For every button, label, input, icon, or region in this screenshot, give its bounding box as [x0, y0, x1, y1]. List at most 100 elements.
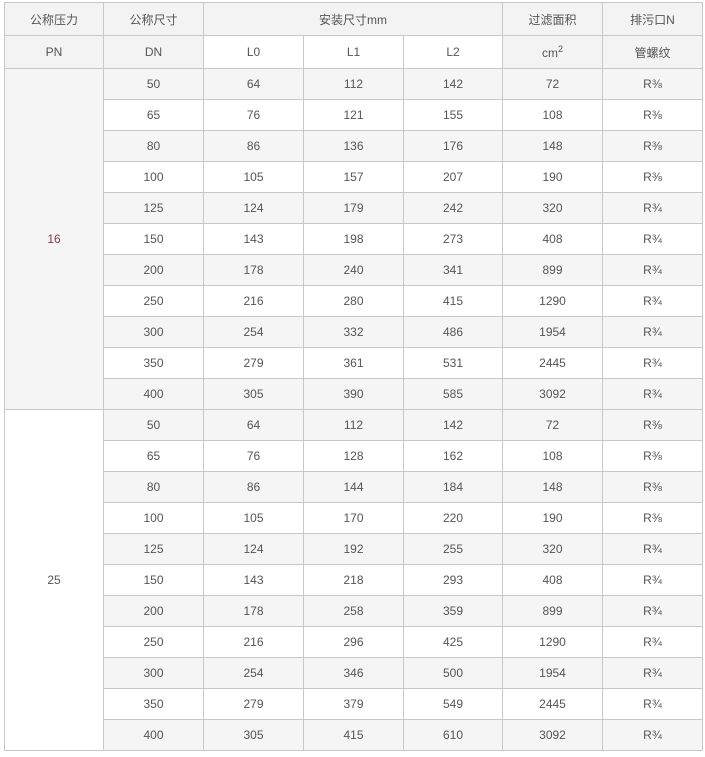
drain-cell: R¾: [602, 192, 703, 224]
l1-cell: 280: [303, 285, 404, 317]
area-cell: 1290: [502, 626, 603, 658]
l2-cell: 142: [403, 409, 503, 441]
l0-cell: 86: [203, 130, 304, 162]
l2-cell: 531: [403, 347, 503, 379]
table-row: 200 178 240 341 899 R¾: [5, 254, 703, 286]
area-cell: 408: [502, 223, 603, 255]
l1-cell: 379: [303, 688, 404, 720]
l1-cell: 240: [303, 254, 404, 286]
l2-cell: 142: [403, 68, 503, 100]
l2-cell: 242: [403, 192, 503, 224]
area-cell: 108: [502, 99, 603, 131]
table-row: 300 254 346 500 1954 R¾: [5, 657, 703, 689]
l0-cell: 254: [203, 316, 304, 348]
dn-cell: 50: [103, 68, 204, 100]
dn-cell: 350: [103, 347, 204, 379]
table-row: 16 50 64 112 142 72 R⅜: [4, 68, 703, 410]
l1-cell: 179: [303, 192, 404, 224]
l2-cell: 585: [403, 378, 503, 410]
header-l0: L0: [203, 35, 304, 69]
area-cell: 408: [502, 564, 603, 596]
l2-cell: 486: [403, 316, 503, 348]
header-area-unit: cm2: [502, 35, 603, 69]
area-cell: 3092: [502, 719, 603, 751]
header-dn-label: 公称尺寸: [103, 2, 204, 36]
l0-cell: 305: [203, 719, 304, 751]
l1-cell: 361: [303, 347, 404, 379]
drain-cell: R⅜: [602, 161, 703, 193]
header-row-2: PN DN L0 L1 L2 cm2 管螺纹: [4, 35, 703, 69]
l1-cell: 157: [303, 161, 404, 193]
dn-cell: 250: [103, 285, 204, 317]
drain-cell: R¾: [602, 719, 703, 751]
table-row: 80 86 136 176 148 R⅜: [5, 130, 703, 162]
l2-cell: 500: [403, 657, 503, 689]
l1-cell: 390: [303, 378, 404, 410]
table-row: 350 279 361 531 2445 R¾: [5, 347, 703, 379]
table-row: 150 143 198 273 408 R¾: [5, 223, 703, 255]
dn-cell: 350: [103, 688, 204, 720]
l0-cell: 254: [203, 657, 304, 689]
area-unit: cm: [541, 46, 558, 60]
l1-cell: 415: [303, 719, 404, 751]
area-cell: 108: [502, 440, 603, 472]
table-row: 200 178 258 359 899 R¾: [5, 595, 703, 627]
dn-cell: 65: [103, 440, 204, 472]
drain-cell: R¾: [602, 316, 703, 348]
l0-cell: 178: [203, 595, 304, 627]
l0-cell: 216: [203, 285, 304, 317]
header-row-1: 公称压力 公称尺寸 安装尺寸mm 过滤面积 排污口N: [4, 2, 703, 36]
table-row: 250 216 296 425 1290 R¾: [5, 626, 703, 658]
table-row: 150 143 218 293 408 R¾: [5, 564, 703, 596]
drain-cell: R¾: [602, 347, 703, 379]
l0-cell: 105: [203, 502, 304, 534]
header-dn-sub: DN: [103, 35, 204, 69]
l1-cell: 136: [303, 130, 404, 162]
dn-cell: 100: [103, 502, 204, 534]
drain-cell: R¾: [602, 595, 703, 627]
header-drain-sub: 管螺纹: [602, 35, 703, 69]
l1-cell: 296: [303, 626, 404, 658]
area-cell: 320: [502, 192, 603, 224]
drain-cell: R¾: [602, 626, 703, 658]
l0-cell: 124: [203, 533, 304, 565]
area-cell: 899: [502, 595, 603, 627]
dn-cell: 50: [103, 409, 204, 441]
area-cell: 72: [502, 409, 603, 441]
table-row: 80 86 144 184 148 R⅜: [5, 471, 703, 503]
l2-cell: 155: [403, 99, 503, 131]
l0-cell: 64: [203, 68, 304, 100]
l1-cell: 128: [303, 440, 404, 472]
table-row: 100 105 170 220 190 R⅜: [5, 502, 703, 534]
drain-cell: R¾: [602, 254, 703, 286]
l0-cell: 64: [203, 409, 304, 441]
table-row: 400 305 415 610 3092 R¾: [5, 719, 703, 751]
table-row: 65 76 128 162 108 R⅜: [5, 440, 703, 472]
header-l1: L1: [303, 35, 404, 69]
dn-cell: 80: [103, 471, 204, 503]
l1-cell: 121: [303, 99, 404, 131]
dn-cell: 125: [103, 192, 204, 224]
area-cell: 1290: [502, 285, 603, 317]
l2-cell: 415: [403, 285, 503, 317]
l2-cell: 549: [403, 688, 503, 720]
pn-cell: 25: [4, 409, 104, 751]
drain-cell: R⅜: [602, 68, 703, 100]
dn-cell: 65: [103, 99, 204, 131]
table-row: 250 216 280 415 1290 R¾: [5, 285, 703, 317]
table-row: 125 124 179 242 320 R¾: [5, 192, 703, 224]
l2-cell: 359: [403, 595, 503, 627]
l0-cell: 143: [203, 564, 304, 596]
drain-cell: R⅜: [602, 502, 703, 534]
l1-cell: 170: [303, 502, 404, 534]
drain-cell: R¾: [602, 688, 703, 720]
l2-cell: 255: [403, 533, 503, 565]
area-cell: 320: [502, 533, 603, 565]
area-cell: 3092: [502, 378, 603, 410]
header-install: 安装尺寸mm: [203, 2, 503, 36]
l1-cell: 144: [303, 471, 404, 503]
l0-cell: 305: [203, 378, 304, 410]
dn-cell: 125: [103, 533, 204, 565]
area-cell: 148: [502, 471, 603, 503]
drain-cell: R¾: [602, 285, 703, 317]
